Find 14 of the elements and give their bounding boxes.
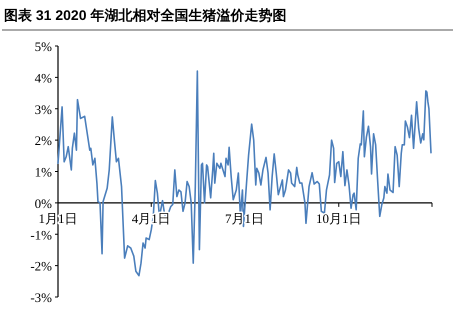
y-tick-label: -3% [30, 290, 52, 305]
x-tick-label: 1月1日 [38, 210, 78, 226]
y-tick-label: 1% [34, 164, 52, 180]
x-tick-label: 10月1日 [316, 210, 362, 226]
y-tick-label: 4% [34, 70, 52, 86]
x-tick-label: 7月1日 [224, 210, 264, 226]
y-tick-label: 3% [34, 102, 52, 117]
chart-title: 图表 31 2020 年湖北相对全国生猪溢价走势图 [4, 7, 286, 23]
y-tick-label: -2% [30, 258, 52, 274]
y-tick-label: 2% [34, 133, 52, 148]
y-tick-label: 5% [34, 39, 52, 54]
y-tick-label: 0% [34, 196, 52, 211]
y-tick-label: -1% [30, 227, 52, 242]
line-series [57, 70, 432, 276]
